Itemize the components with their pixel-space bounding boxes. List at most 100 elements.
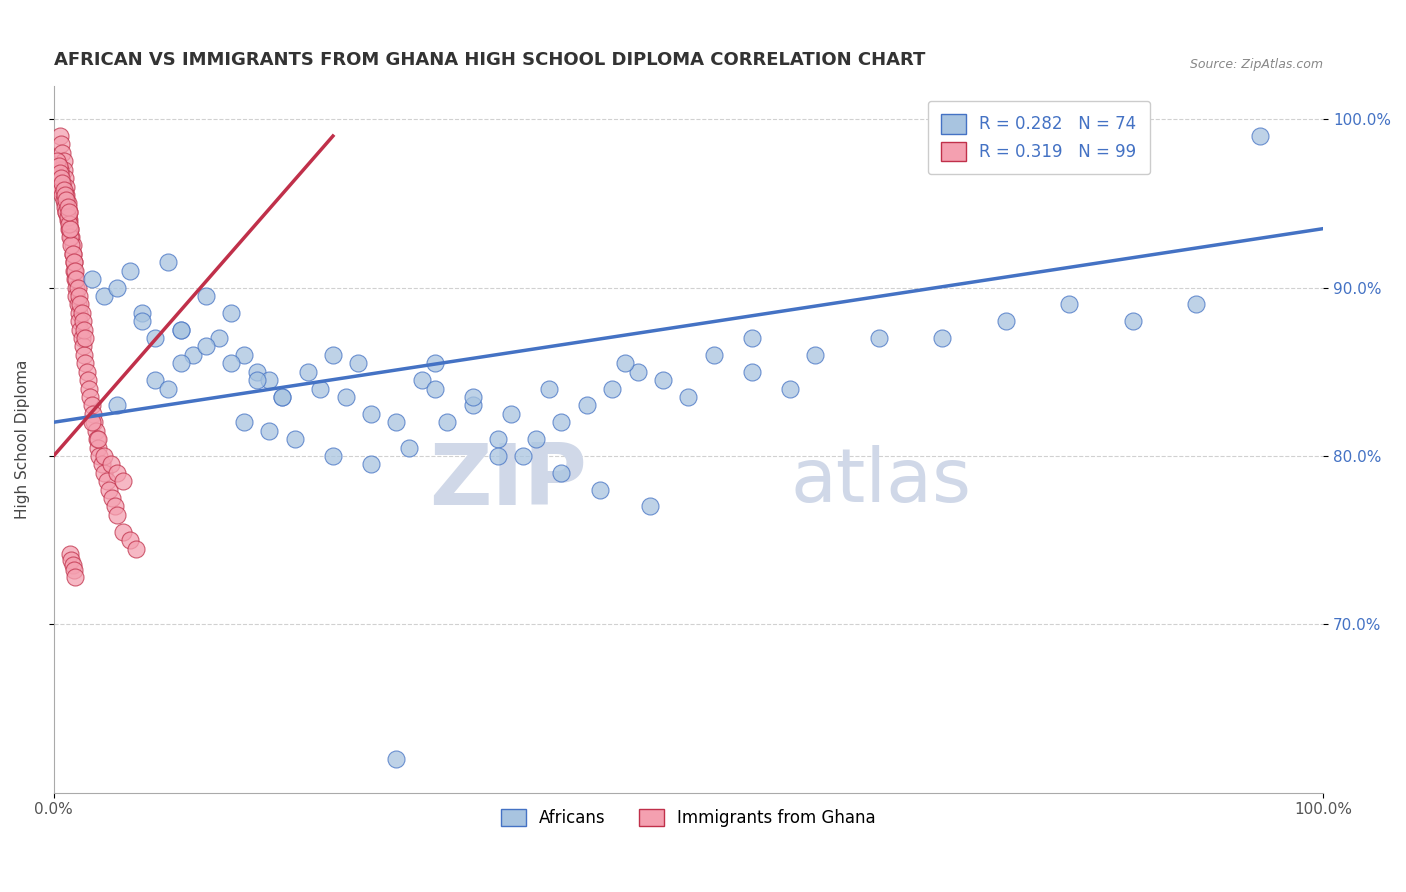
Point [52, 154, 75, 169]
Point [72, 314, 94, 328]
Point [80, 415, 103, 429]
Point [118, 533, 141, 547]
Point [868, 331, 890, 345]
Point [125, 541, 148, 556]
Point [63, 563, 86, 577]
Point [385, 415, 408, 429]
Point [62, 247, 84, 261]
Point [112, 524, 135, 539]
Point [83, 415, 105, 429]
Point [52, 188, 75, 202]
Point [69, 297, 91, 311]
Point [55, 204, 77, 219]
Point [112, 474, 135, 488]
Point [69, 323, 91, 337]
Point [411, 373, 433, 387]
Point [51, 183, 73, 197]
Point [56, 200, 79, 214]
Point [156, 382, 179, 396]
Point [59, 221, 82, 235]
Point [347, 356, 370, 370]
Point [1185, 297, 1208, 311]
Point [60, 238, 83, 252]
Point [93, 289, 115, 303]
Point [90, 458, 112, 472]
Point [51, 176, 73, 190]
Point [524, 432, 547, 446]
Point [98, 483, 121, 497]
Point [77, 382, 100, 396]
Text: Source: ZipAtlas.com: Source: ZipAtlas.com [1191, 58, 1323, 71]
Point [70, 306, 93, 320]
Point [550, 415, 572, 429]
Point [66, 297, 89, 311]
Point [640, 500, 662, 514]
Point [48, 159, 70, 173]
Point [322, 449, 344, 463]
Point [73, 323, 96, 337]
Point [600, 382, 623, 396]
Point [436, 415, 458, 429]
Point [58, 204, 80, 219]
Point [169, 356, 191, 370]
Point [143, 373, 166, 387]
Point [118, 263, 141, 277]
Point [67, 289, 90, 303]
Point [62, 558, 84, 573]
Point [360, 407, 382, 421]
Y-axis label: High School Diploma: High School Diploma [15, 359, 30, 519]
Point [101, 491, 124, 505]
Point [103, 500, 125, 514]
Point [58, 217, 80, 231]
Point [65, 289, 87, 303]
Point [931, 331, 953, 345]
Point [56, 213, 79, 227]
Point [588, 483, 610, 497]
Point [297, 365, 319, 379]
Point [93, 466, 115, 480]
Point [52, 183, 75, 197]
Point [59, 547, 82, 561]
Point [46, 154, 69, 169]
Point [398, 441, 420, 455]
Point [486, 432, 509, 446]
Point [131, 306, 153, 320]
Point [804, 348, 827, 362]
Point [75, 331, 97, 345]
Point [51, 171, 73, 186]
Point [779, 382, 801, 396]
Point [87, 441, 110, 455]
Point [76, 365, 98, 379]
Point [58, 204, 80, 219]
Point [221, 306, 243, 320]
Point [80, 398, 103, 412]
Point [678, 390, 700, 404]
Point [169, 323, 191, 337]
Point [63, 255, 86, 269]
Point [89, 449, 111, 463]
Point [335, 390, 357, 404]
Point [51, 188, 73, 202]
Point [550, 466, 572, 480]
Point [271, 390, 294, 404]
Point [63, 570, 86, 584]
Point [156, 255, 179, 269]
Point [169, 323, 191, 337]
Point [51, 179, 73, 194]
Point [82, 407, 104, 421]
Point [246, 365, 269, 379]
Point [55, 179, 77, 194]
Point [63, 263, 86, 277]
Text: ZIP: ZIP [429, 440, 586, 523]
Point [105, 508, 128, 522]
Point [233, 348, 256, 362]
Point [75, 356, 97, 370]
Point [1059, 297, 1081, 311]
Point [93, 449, 115, 463]
Point [84, 424, 107, 438]
Point [96, 474, 118, 488]
Point [67, 314, 90, 328]
Point [60, 553, 83, 567]
Text: atlas: atlas [790, 445, 972, 518]
Point [143, 331, 166, 345]
